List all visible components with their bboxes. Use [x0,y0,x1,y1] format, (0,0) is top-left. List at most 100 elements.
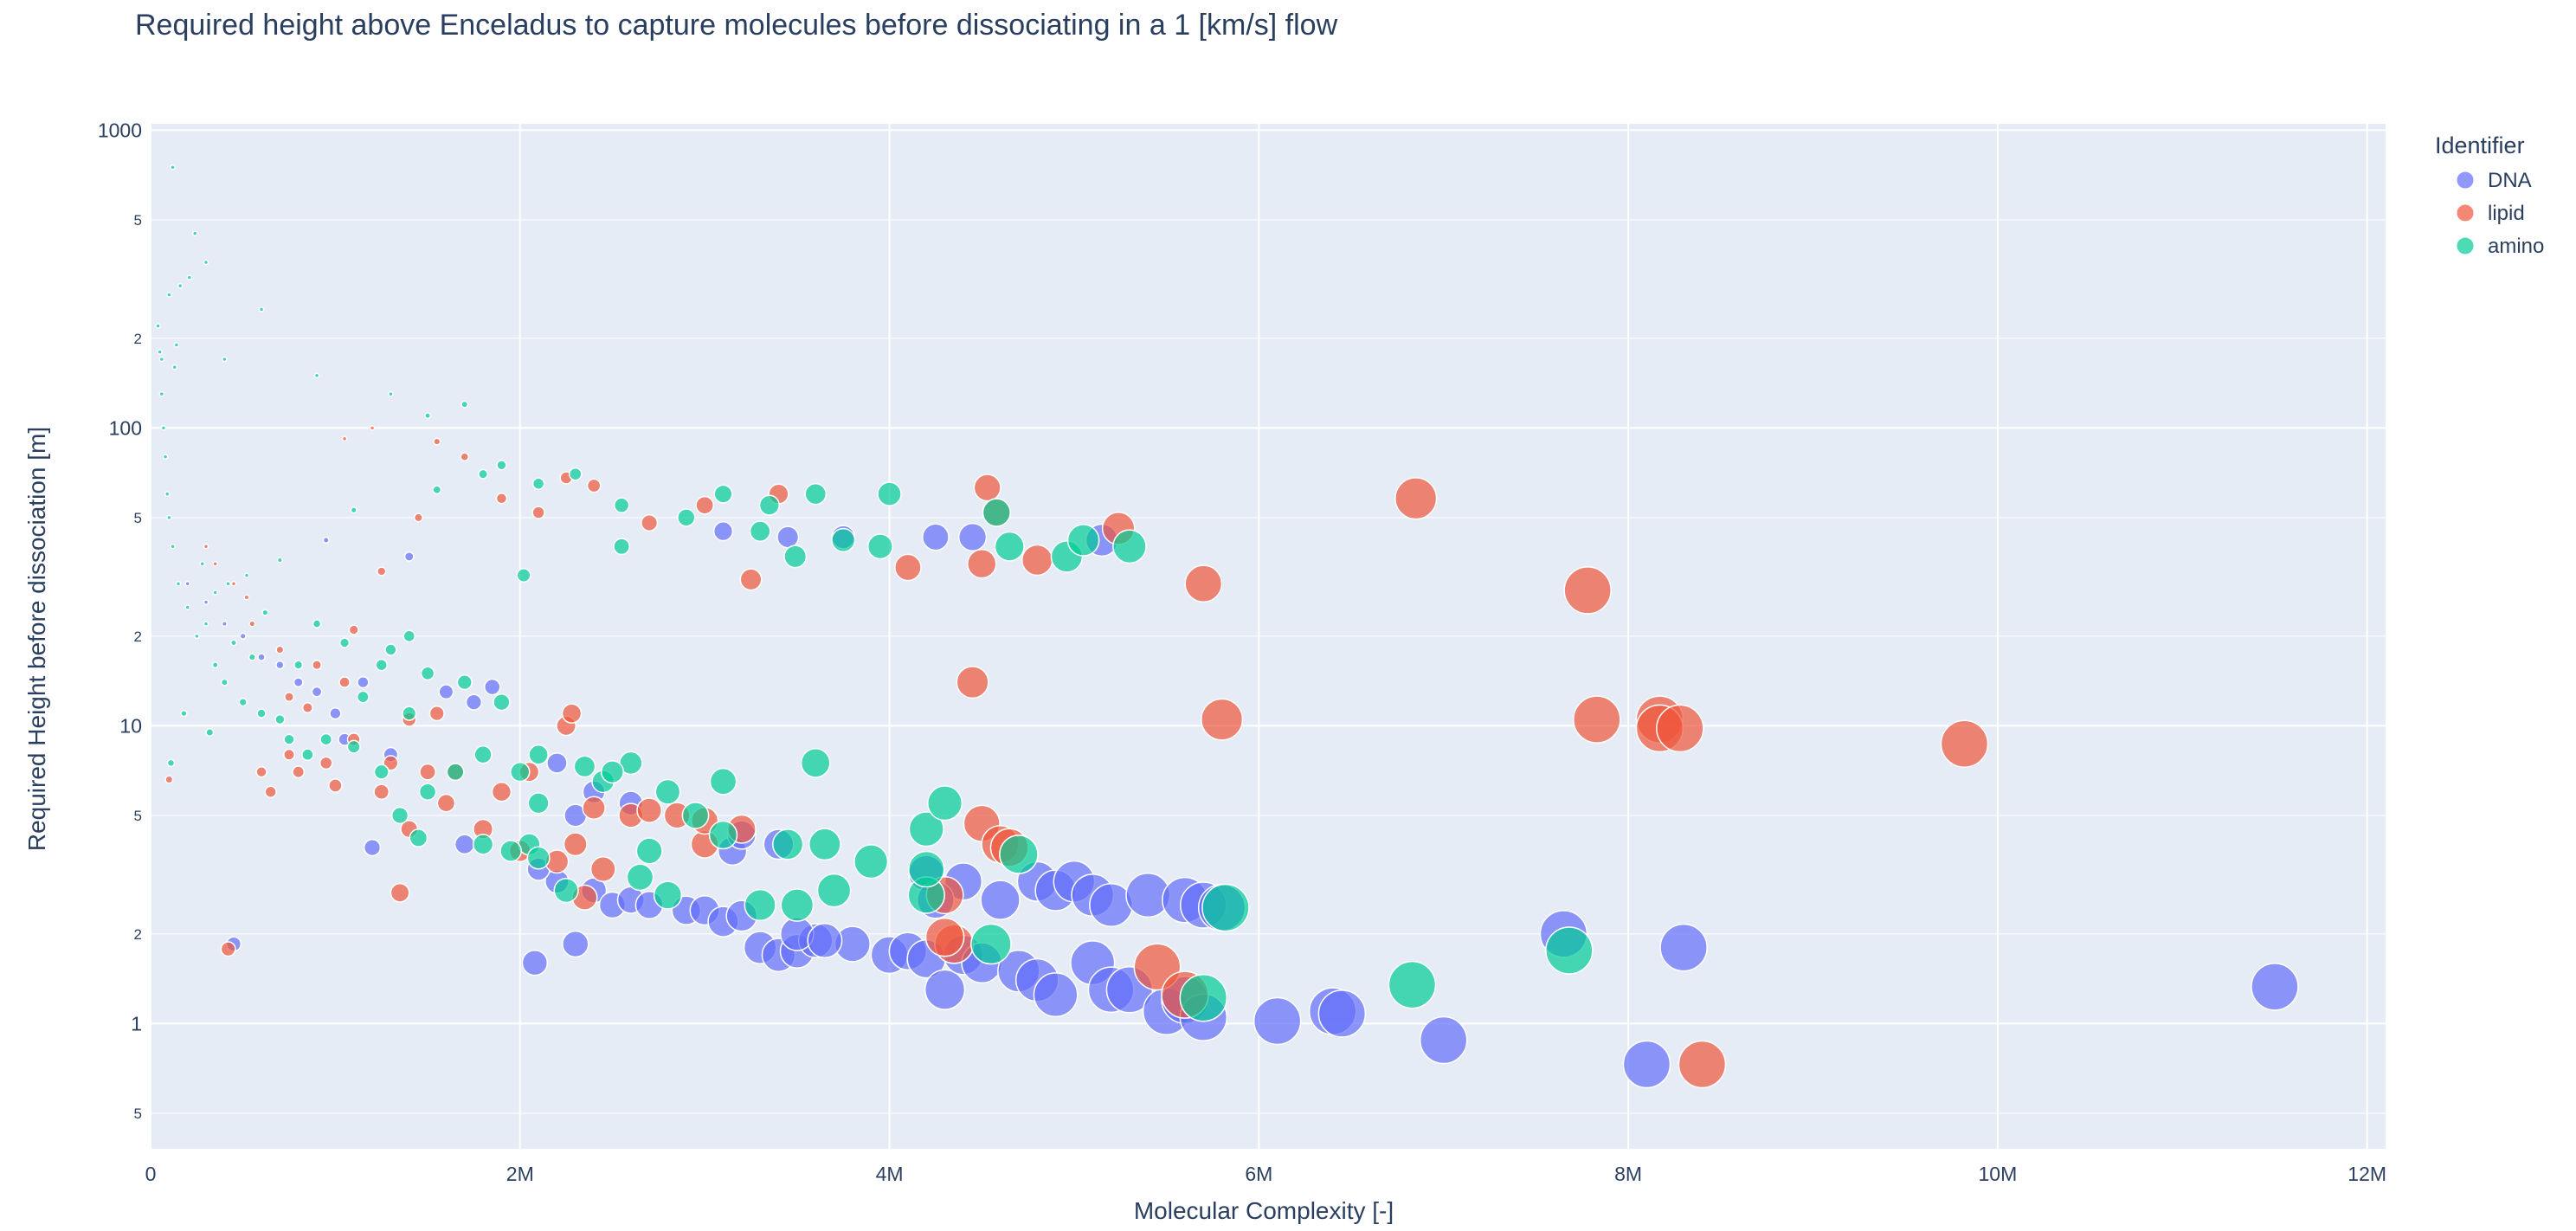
data-point [636,797,663,823]
data-point [484,678,501,696]
legend-item-DNA[interactable]: DNA [2456,169,2532,192]
y-axis-ticks: 5 1 2 5 10 2 5 100 2 5 1000 [98,119,142,1122]
data-point [1201,883,1250,932]
data-point [319,756,333,770]
data-point [446,763,465,782]
legend[interactable]: Identifier DNA lipid amino [2435,132,2544,258]
data-point [894,553,922,582]
data-point [927,785,963,822]
data-point [175,580,182,587]
data-point [1678,1040,1727,1089]
data-point [600,760,624,784]
x-axis-ticks: 0 2M 4M 6M 8M 10M 12M [145,1163,2386,1185]
data-point [562,930,589,958]
data-point [369,425,376,431]
data-point [1656,704,1704,753]
y-tick-label: 10 [119,714,142,737]
data-point [413,512,423,523]
data-point [293,660,304,670]
data-point [212,590,218,596]
data-point [205,728,215,738]
data-point [403,551,415,562]
data-point [776,525,800,549]
legend-label: amino [2488,235,2544,258]
data-point [346,739,361,754]
x-tick-label: 4M [876,1163,904,1185]
data-point [375,658,388,672]
data-point [243,594,250,601]
data-point [184,580,190,587]
legend-swatch [2456,203,2475,222]
data-point [170,164,176,171]
data-point [980,880,1021,920]
legend-item-lipid[interactable]: lipid [2456,202,2525,225]
data-point [994,531,1025,562]
x-tick-label: 2M [506,1163,534,1185]
data-points [155,164,2299,1089]
data-point [877,481,902,506]
data-point [191,230,198,236]
data-point [322,536,330,545]
data-point [220,678,229,686]
data-point [528,744,549,765]
data-point [1066,524,1100,557]
data-point [221,621,228,628]
data-point [516,568,531,583]
y-tick-label: 2 [134,331,142,347]
data-point [957,522,988,552]
data-point [350,506,357,514]
data-point [454,834,475,855]
data-point [433,437,441,446]
data-point [999,835,1039,874]
data-point [473,745,493,764]
legend-label: DNA [2488,169,2532,192]
data-point [531,477,545,490]
data-point [521,949,549,976]
data-point [526,846,551,870]
legend-swatch [2456,171,2475,190]
data-point [257,653,266,661]
data-point [275,660,285,670]
data-point [1184,564,1223,603]
legend-swatch [2456,236,2475,255]
data-point [230,580,237,587]
data-point [1253,996,1302,1046]
data-point [203,259,209,266]
data-point [243,572,250,578]
data-point [264,785,277,798]
data-point [162,454,169,460]
data-point [186,274,193,280]
data-point [222,356,228,363]
legend-item-amino[interactable]: amino [2456,235,2544,258]
grid-lines [150,124,2386,1149]
data-point [348,624,359,635]
data-point [203,621,209,627]
data-point [409,828,428,848]
data-point [220,941,236,957]
data-point [907,850,945,888]
data-point [384,643,397,656]
data-point [510,761,531,783]
data-point [853,844,889,880]
data-point [255,765,267,778]
data-point [402,706,417,721]
data-point [1419,1015,1468,1065]
data-point [758,494,780,516]
data-point [211,661,219,669]
data-point [744,888,776,922]
data-point [982,498,1011,527]
chart-title: Required height above Enceladus to captu… [135,9,1338,42]
data-point [377,566,387,577]
data-point [173,342,180,348]
data-point [653,880,683,910]
data-point [301,701,313,714]
data-point [328,778,343,793]
data-point [203,599,209,605]
data-point [312,660,323,671]
data-point [460,400,469,409]
data-point [749,520,771,543]
data-point [283,733,295,745]
data-point [816,873,852,908]
y-tick-label: 2 [134,926,142,943]
